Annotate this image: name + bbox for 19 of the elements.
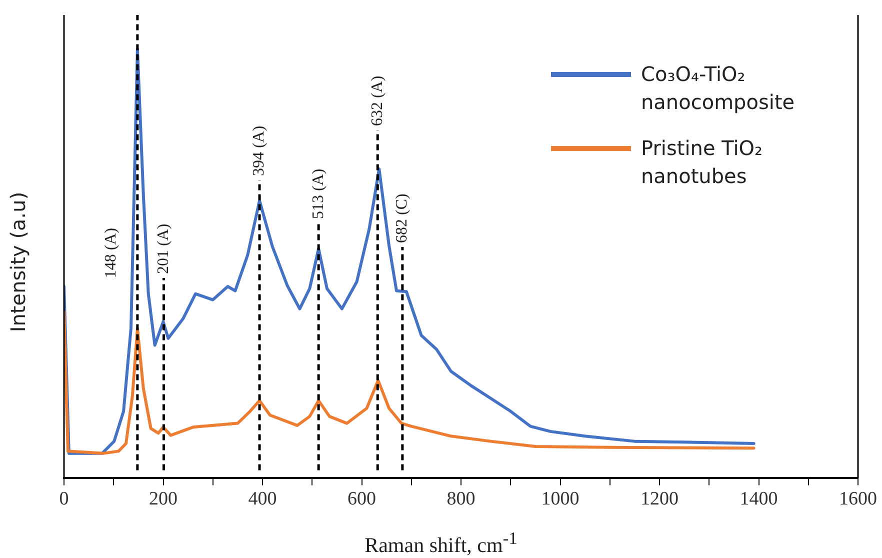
legend-label: Co₃O₄-TiO₂ nanocomposite <box>641 61 796 116</box>
ref-line-label: 513 (A) <box>310 168 327 219</box>
x-tick-label: 400 <box>248 488 277 510</box>
x-tick-label: 1400 <box>740 488 778 510</box>
x-axis-title: Raman shift, cm$^{-1}$ <box>364 528 518 558</box>
x-tick-label: 200 <box>149 488 178 510</box>
ref-line-label: 632 (A) <box>368 76 386 126</box>
ref-line-label: 201 (A) <box>154 224 172 274</box>
x-tick-label: 1200 <box>640 488 678 510</box>
legend-label: Pristine TiO₂ nanotubes <box>641 135 764 190</box>
y-axis-title: Intensity (a.u) <box>6 190 30 334</box>
ref-line-label: 394 (A) <box>250 126 268 176</box>
x-tick-label: 0 <box>59 488 69 510</box>
x-tick-label: 1600 <box>839 488 877 510</box>
ref-line-label: 682 (C) <box>394 194 411 243</box>
x-tick-label: 800 <box>446 488 476 510</box>
x-tick-label: 600 <box>348 488 376 510</box>
x-tick-label: 1000 <box>541 488 580 510</box>
ref-line-label: 148 (A) <box>102 228 120 278</box>
